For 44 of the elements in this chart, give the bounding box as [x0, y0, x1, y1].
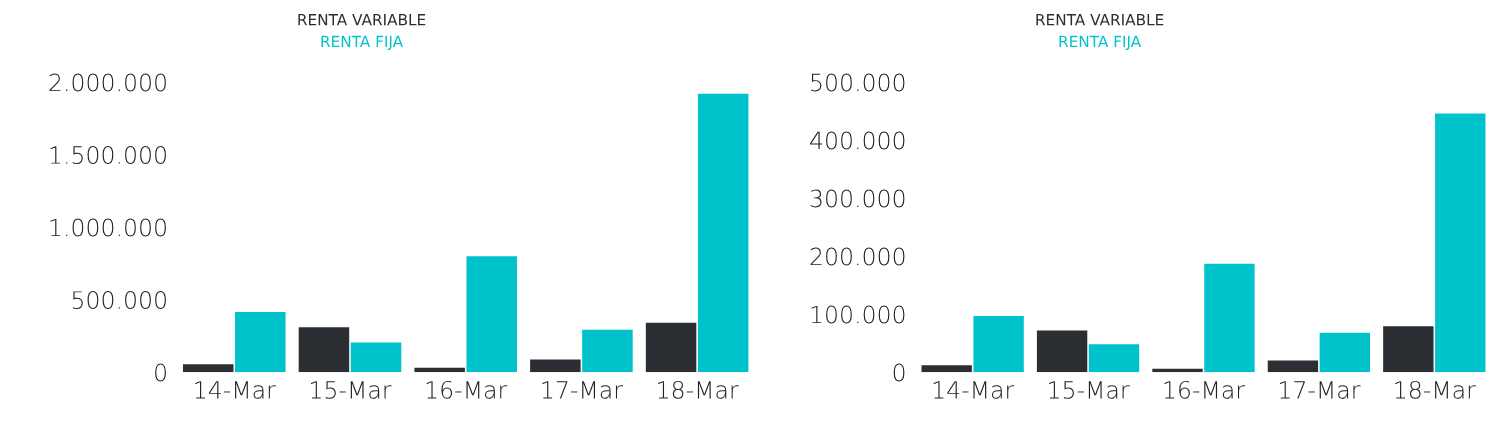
x-tick-label: 14-Mar — [195, 381, 276, 399]
y-tick-label: 500.000 — [72, 291, 166, 309]
bar — [697, 93, 749, 373]
bar — [1319, 332, 1371, 373]
bar — [530, 359, 581, 373]
bar — [645, 322, 697, 373]
text: RENTA VARIABLE — [1036, 14, 1164, 26]
bar — [235, 312, 286, 373]
y-tick-label: 100.000 — [811, 305, 905, 324]
bar — [582, 329, 633, 373]
y-tick-label: 1.000.000 — [50, 218, 166, 237]
x-tick-label: 15-Mar — [311, 381, 392, 399]
x-tick-label: 18-Mar — [658, 380, 739, 399]
bar — [1267, 360, 1319, 373]
bar — [1088, 344, 1140, 373]
bar — [182, 364, 234, 373]
x-tick-label: 18-Mar — [1395, 380, 1476, 399]
y-tick-label: 500.000 — [811, 73, 905, 92]
y-tick-label: 2.000.000 — [49, 73, 166, 92]
bar — [1204, 263, 1255, 373]
y-tick-label: 300.000 — [810, 189, 905, 208]
bar — [350, 342, 402, 373]
x-tick-label: 17-Mar — [542, 381, 623, 399]
text: RENTA VARIABLE — [298, 14, 426, 26]
bar — [414, 367, 465, 373]
y-tick-label: 200.000 — [810, 247, 905, 266]
bar — [1036, 330, 1088, 373]
bar — [1383, 326, 1434, 373]
bar — [466, 256, 517, 373]
y-tick-label: 0 — [893, 363, 905, 382]
text: RENTA FIJA — [1059, 35, 1142, 51]
x-tick-label: 16-Mar — [1164, 380, 1246, 399]
bar — [1435, 113, 1486, 373]
x-tick-label: 15-Mar — [1049, 381, 1130, 399]
bar — [298, 327, 350, 373]
y-tick-label: 0 — [155, 363, 166, 382]
text: RENTA FIJA — [321, 35, 403, 51]
y-tick-label: 1.500.000 — [50, 146, 166, 164]
x-tick-label: 17-Mar — [1279, 381, 1361, 399]
y-tick-label: 400.000 — [810, 131, 905, 150]
x-tick-label: 16-Mar — [426, 380, 508, 399]
x-tick-label: 14-Mar — [933, 381, 1015, 399]
bar — [973, 315, 1024, 373]
bar — [921, 365, 972, 373]
